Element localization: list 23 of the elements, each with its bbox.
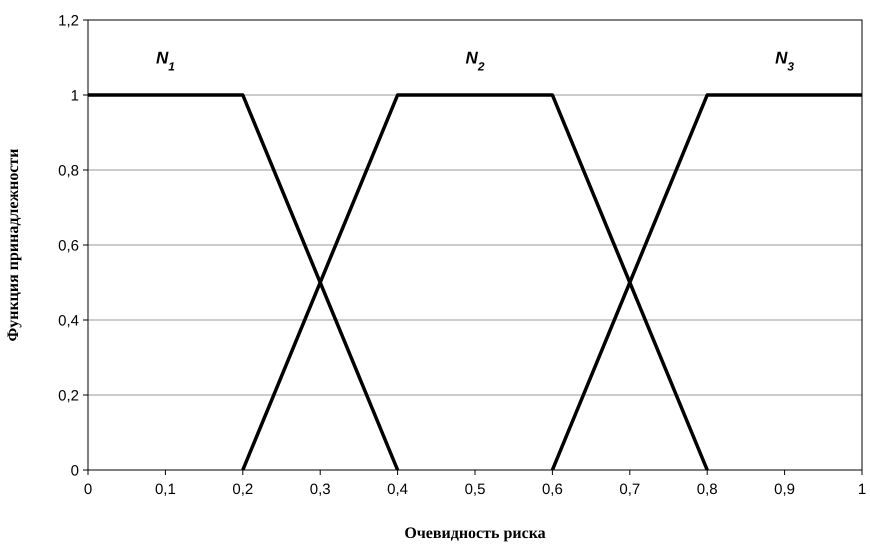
series-label: N$_{3}$ (775, 48, 794, 74)
x-axis-title: Очевидность риска (404, 525, 546, 542)
y-tick-label: 0,6 (58, 237, 79, 254)
x-tick-label: 0,7 (619, 481, 640, 498)
x-tick-label: 0,8 (696, 481, 718, 498)
y-tick-label: 1,2 (58, 12, 79, 30)
x-tick-label: 0,6 (542, 481, 563, 498)
x-tick-label: 0,9 (774, 481, 796, 498)
x-tick-label: 0,1 (154, 481, 176, 498)
x-tick-label: 0,3 (310, 481, 331, 498)
x-tick-label: 1 (858, 481, 866, 498)
y-tick-label: 1 (70, 87, 79, 104)
y-tick-label: 0,2 (58, 387, 79, 404)
x-tick-label: 0 (84, 481, 92, 498)
x-tick-label: 0,5 (464, 481, 486, 498)
x-tick-label: 0,2 (232, 481, 254, 498)
y-tick-label: 0,8 (58, 162, 79, 180)
y-tick-label: 0 (70, 462, 79, 480)
x-tick-label: 0,4 (387, 481, 408, 498)
y-tick-label: 0,4 (58, 312, 79, 330)
y-axis-title: Функция принадлежности (5, 148, 22, 342)
series-label: N$_{1}$ (156, 48, 175, 74)
series-label: N$_{2}$ (466, 48, 485, 74)
